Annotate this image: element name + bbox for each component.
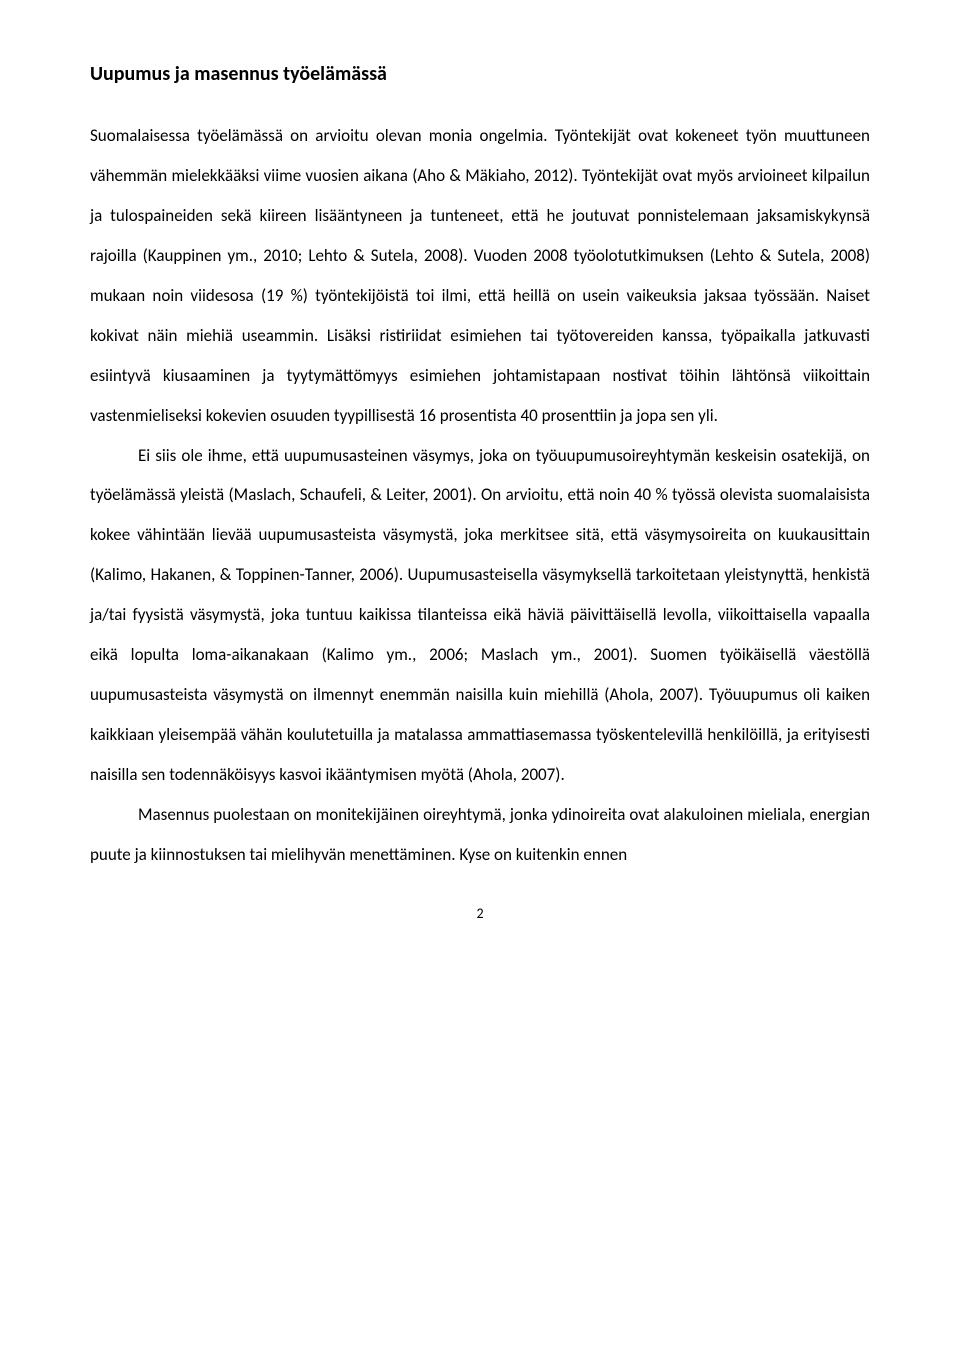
paragraph-1: Suomalaisessa työelämässä on arvioitu ol… xyxy=(90,116,870,436)
paragraph-2: Ei siis ole ihme, että uupumusasteinen v… xyxy=(90,436,870,795)
document-page: Uupumus ja masennus työelämässä Suomalai… xyxy=(0,0,960,1352)
paragraph-3: Masennus puolestaan on monitekijäinen oi… xyxy=(90,795,870,875)
page-number: 2 xyxy=(90,905,870,922)
section-heading: Uupumus ja masennus työelämässä xyxy=(90,60,870,88)
